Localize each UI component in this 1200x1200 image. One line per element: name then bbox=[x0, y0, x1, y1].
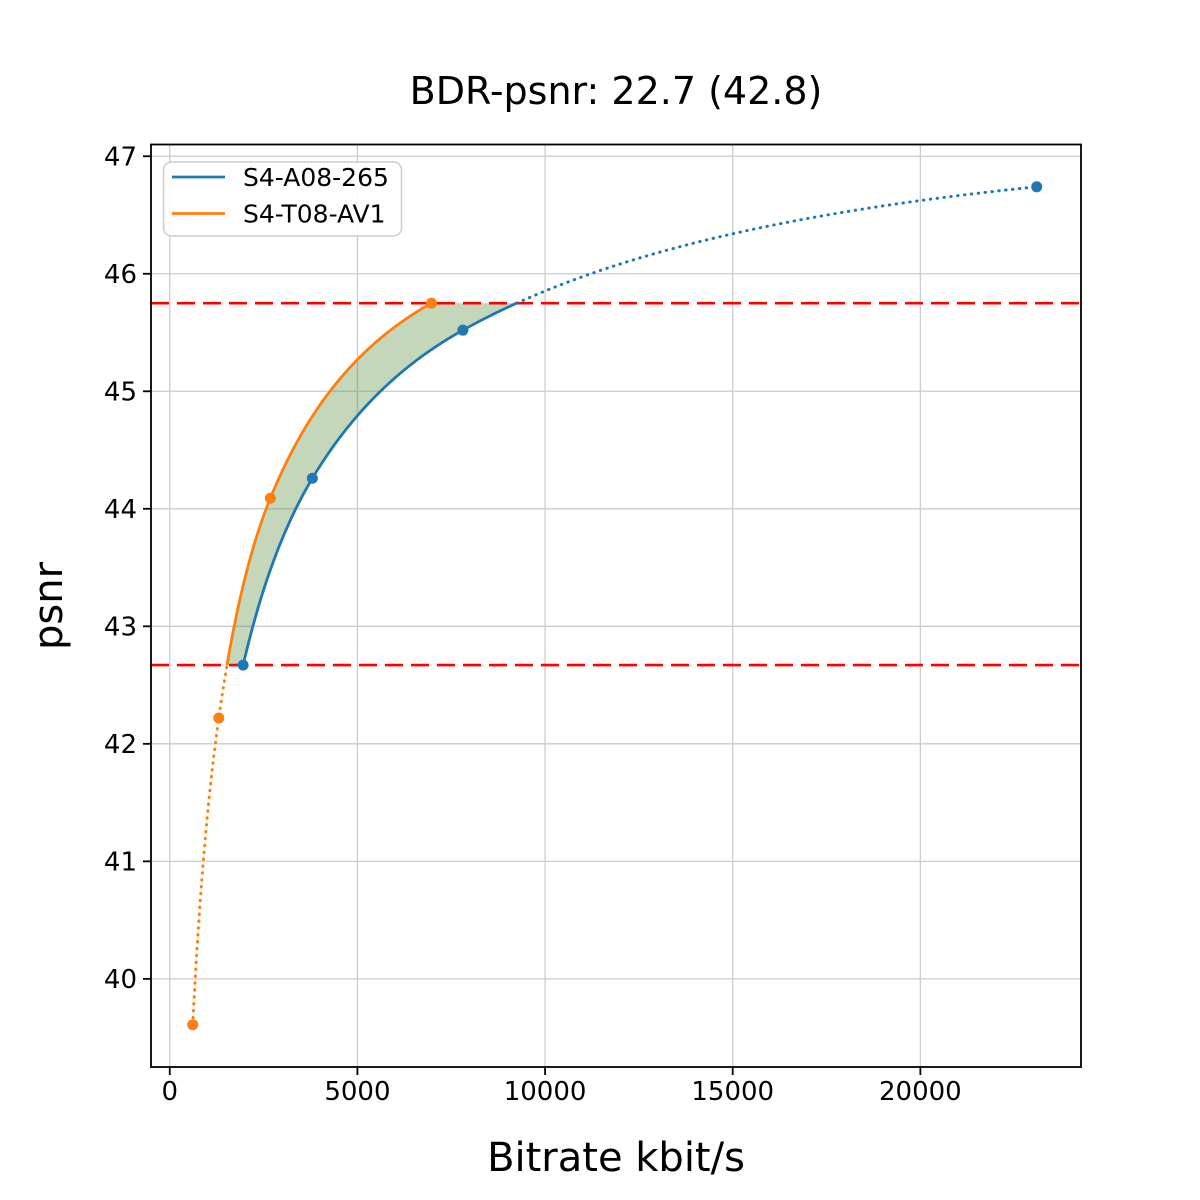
legend-entry-label: S4-A08-265 bbox=[243, 163, 389, 192]
gridlines bbox=[151, 144, 1081, 1067]
legend-box bbox=[162, 161, 403, 237]
plot-border bbox=[150, 143, 1082, 1068]
data-point-S4-A08-265 bbox=[237, 659, 249, 671]
y-tick-label: 40 bbox=[104, 965, 137, 995]
series-curve-S4-A08-265-solid bbox=[241, 301, 518, 666]
y-tick-label: 44 bbox=[104, 495, 137, 525]
x-tick-label: 20000 bbox=[879, 1077, 962, 1107]
data-point-S4-T08-AV1 bbox=[187, 1019, 199, 1031]
series-curve-S4-A08-265-dotted bbox=[515, 185, 1039, 305]
y-tick-label: 46 bbox=[104, 260, 137, 290]
data-point-S4-T08-AV1 bbox=[426, 297, 438, 309]
legend-entry-label: S4-T08-AV1 bbox=[243, 200, 386, 229]
data-point-S4-A08-265 bbox=[1031, 181, 1043, 193]
data-point-markers bbox=[187, 181, 1043, 1031]
series-curves bbox=[191, 185, 1039, 1027]
legend: S4-A08-265 S4-T08-AV1 bbox=[162, 161, 403, 237]
y-axis-label: psnr bbox=[26, 561, 72, 650]
bd-shaded-area bbox=[226, 303, 517, 666]
data-point-S4-A08-265 bbox=[457, 324, 469, 336]
x-tick-label: 0 bbox=[161, 1077, 178, 1107]
y-tick-label: 47 bbox=[104, 142, 137, 172]
y-tick-label: 41 bbox=[104, 847, 137, 877]
series-curve-S4-T08-AV1-solid bbox=[225, 301, 433, 666]
x-axis-label: Bitrate kbit/s bbox=[487, 1135, 745, 1181]
x-tick-label: 10000 bbox=[504, 1077, 587, 1107]
x-tick-label: 15000 bbox=[691, 1077, 774, 1107]
y-tick-label: 43 bbox=[104, 612, 137, 642]
y-tick-label: 42 bbox=[104, 730, 137, 760]
data-point-S4-T08-AV1 bbox=[264, 492, 276, 504]
tick-labels: 0 5000 10000 15000 20000 40 41 42 43 44 45 46 47 bbox=[104, 142, 962, 1107]
axes-spines-ticks bbox=[143, 143, 1082, 1075]
bd-area-polygon bbox=[226, 303, 517, 666]
chart-title: BDR-psnr: 22.7 (42.8) bbox=[410, 69, 823, 113]
data-point-S4-A08-265 bbox=[306, 472, 318, 484]
data-point-S4-T08-AV1 bbox=[213, 712, 225, 724]
y-tick-label: 45 bbox=[104, 377, 137, 407]
x-tick-label: 5000 bbox=[324, 1077, 390, 1107]
